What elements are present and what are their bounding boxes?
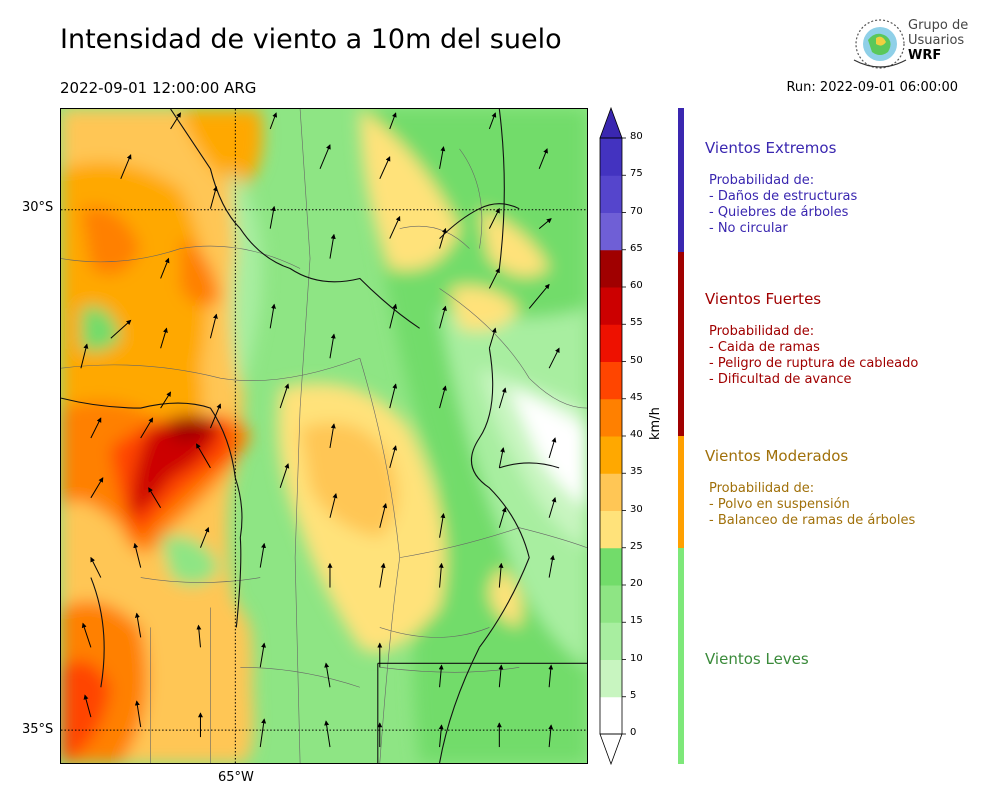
colorbar-tick-label: 15 [630,615,643,627]
lat-label-30s: 30°S [22,200,54,215]
colorbar-segment [600,212,622,251]
colorbar-tick-label: 80 [630,131,643,142]
logo-text: Grupo de Usuarios WRF [908,18,968,63]
colorbar-segment [600,585,622,623]
valid-time: 2022-09-01 12:00:00 ARG [60,79,257,97]
colorbar-tick-label: 55 [630,317,643,329]
colorbar-segment [600,510,622,549]
desc-line: - Dificultad de avance [709,372,852,387]
wind-speed-field [61,109,587,763]
province-boundaries [61,109,587,763]
desc-line: - Caida de ramas [709,340,820,355]
run-time: Run: 2022-09-01 06:00:00 [786,80,958,95]
colorbar-unit: km/h [648,407,663,440]
category-bar-moderados [678,436,684,548]
colorbar-segment [600,287,622,325]
desc-line: Probabilidad de: [709,324,815,339]
logo-line-1: Grupo de [908,18,969,33]
colorbar-segment [600,622,622,660]
colorbar-segment [600,696,622,735]
colorbar-segment [600,361,622,400]
colorbar-extend-top [599,106,623,139]
colorbar-tick-label: 0 [630,727,637,738]
colorbar-segment [600,473,622,511]
colorbar-tick-label: 25 [630,540,643,552]
category-title-moderados: Vientos Moderados [705,447,849,465]
category-title-leves: Vientos Leves [705,650,809,668]
colorbar-segment [600,659,622,698]
colorbar-tick-label: 5 [630,689,637,701]
colorbar-tick-label: 20 [630,578,643,589]
wind-arrows [80,112,560,748]
colorbar-tick-label: 75 [630,168,643,180]
lon-label-65w: 65°W [218,770,254,785]
wind-map [60,108,588,764]
colorbar-tick-label: 10 [630,652,643,664]
colorbar-tick-label: 35 [630,466,643,478]
colorbar-segment [600,436,622,474]
desc-line: - Daños de estructuras [709,189,858,204]
colorbar-tick-label: 60 [630,280,643,291]
wrf-logo [853,19,907,69]
map-title: Intensidad de viento a 10m del suelo [60,24,562,55]
category-bar-extremos [678,108,684,252]
desc-line: Probabilidad de: [709,173,815,188]
category-title-extremos: Vientos Extremos [705,139,837,157]
desc-line: - Quiebres de árboles [709,205,849,220]
desc-line: - Polvo en suspensión [709,497,850,512]
colorbar-extend-bottom [599,733,623,766]
logo-line-3: WRF [908,48,942,63]
colorbar-tick-label: 40 [630,429,643,440]
category-bar-leves [678,548,684,764]
logo-line-2: Usuarios [908,33,965,48]
lat-label-35s: 35°S [22,722,54,737]
colorbar-segment [600,547,622,586]
colorbar-tick-label: 45 [630,391,643,403]
category-title-fuertes: Vientos Fuertes [705,290,822,308]
colorbar-segment [600,249,622,288]
colorbar-tick-label: 65 [630,242,643,254]
category-desc-fuertes: Probabilidad de: - Caida de ramas - Peli… [709,324,918,388]
country-boundaries [61,109,587,763]
category-bar-fuertes [678,252,684,436]
graticule [61,109,587,763]
desc-line: - Peligro de ruptura de cableado [709,356,919,371]
colorbar-segment [600,398,622,437]
desc-line: - No circular [709,221,788,236]
category-desc-extremos: Probabilidad de: - Daños de estructuras … [709,173,857,237]
desc-line: Probabilidad de: [709,481,815,496]
category-desc-moderados: Probabilidad de: - Polvo en suspensión -… [709,481,915,529]
colorbar [599,106,626,766]
colorbar-segment [600,138,622,176]
colorbar-segment [600,175,622,213]
colorbar-tick-label: 50 [630,354,643,366]
colorbar-tick-label: 30 [630,503,643,515]
colorbar-tick-label: 70 [630,205,643,217]
desc-line: - Balanceo de ramas de árboles [709,513,916,528]
colorbar-segment [600,324,622,362]
